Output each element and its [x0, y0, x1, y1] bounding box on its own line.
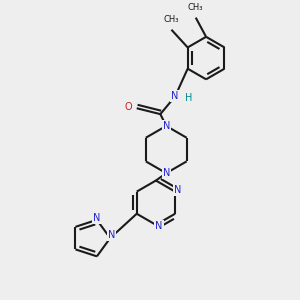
Text: N: N [108, 230, 115, 240]
Text: N: N [171, 92, 179, 101]
Text: N: N [155, 221, 163, 231]
Text: N: N [174, 185, 182, 195]
Text: H: H [185, 93, 192, 103]
Text: O: O [124, 102, 132, 112]
Text: CH₃: CH₃ [164, 15, 179, 24]
Text: N: N [163, 168, 170, 178]
Text: CH₃: CH₃ [188, 3, 203, 12]
Text: N: N [163, 121, 170, 131]
Text: N: N [93, 213, 100, 224]
